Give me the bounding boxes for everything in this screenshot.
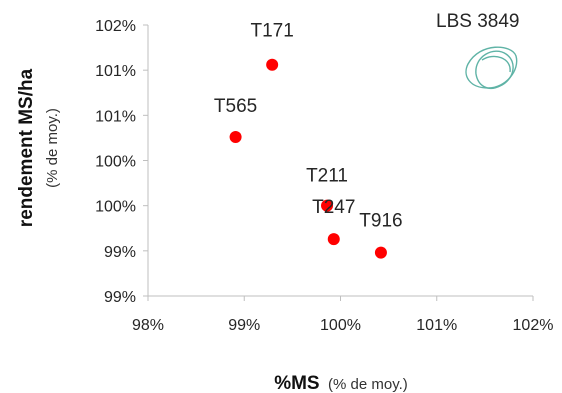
- x-tick-label: 100%: [320, 317, 361, 334]
- axes: [143, 24, 534, 301]
- data-label: T211: [306, 166, 348, 187]
- x-tick-label: 99%: [228, 317, 260, 334]
- x-axis-label: %MS: [274, 373, 319, 393]
- y-tick-label: 100%: [95, 199, 136, 216]
- y-tick-label: 99%: [104, 244, 136, 261]
- data-label: T916: [359, 211, 402, 232]
- y-tick-label: 101%: [95, 63, 136, 80]
- y-tick-label: 100%: [95, 154, 136, 171]
- x-tick-label: 102%: [513, 317, 554, 334]
- data-label: T171: [251, 21, 294, 42]
- y-axis-label-suffix: (% de moy.): [44, 108, 61, 188]
- data-points: [229, 58, 387, 259]
- x-axis-label-suffix: (% de moy.): [328, 376, 408, 393]
- y-tick-label: 101%: [95, 108, 136, 125]
- y-axis-title: rendement MS/ha: [16, 68, 37, 227]
- data-point: [374, 246, 387, 259]
- data-point: [321, 199, 334, 212]
- logo-text: LBS 3849: [436, 11, 519, 32]
- y-tick-label: 102%: [95, 18, 136, 35]
- y-axis-subtitle: (% de moy.): [44, 108, 61, 188]
- data-label: T565: [214, 96, 257, 117]
- x-axis-title: %MS (% de moy.): [274, 373, 408, 393]
- y-tick-label: 99%: [104, 289, 136, 306]
- y-axis-label: rendement MS/ha: [16, 68, 37, 227]
- data-point: [266, 58, 279, 71]
- data-point: [229, 131, 242, 144]
- x-tick-label: 101%: [416, 317, 457, 334]
- data-point: [327, 233, 340, 246]
- data-label: T247: [312, 197, 355, 218]
- leaf-swirl-icon: [465, 46, 518, 90]
- logo: LBS 3849: [436, 11, 519, 90]
- x-tick-label: 98%: [132, 317, 164, 334]
- tick-labels: 99% 99% 100% 100% 101% 101% 102% 98% 99% 100% 101%…: [95, 18, 553, 334]
